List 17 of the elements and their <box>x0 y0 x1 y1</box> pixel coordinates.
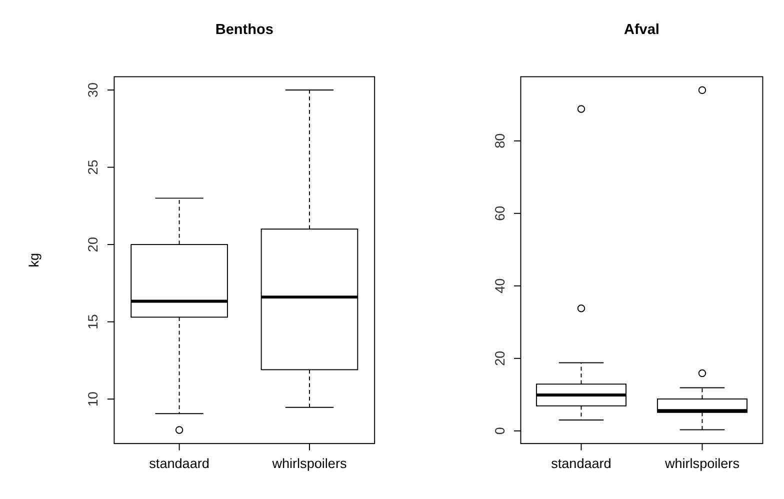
y-tick-label: 60 <box>492 206 508 221</box>
y-axis-title: kg <box>26 252 42 268</box>
x-tick-label: standaard <box>149 456 210 471</box>
x-tick-label: standaard <box>551 456 612 471</box>
x-tick-label: whirlspoilers <box>271 456 347 471</box>
y-tick-label: 30 <box>86 82 101 98</box>
y-tick-label: 25 <box>86 160 101 175</box>
chart-title: Afval <box>624 22 660 38</box>
x-tick-label: whirlspoilers <box>664 456 740 471</box>
y-tick-label: 20 <box>86 237 101 252</box>
y-tick-label: 10 <box>86 392 101 407</box>
y-tick-label: 0 <box>492 427 508 435</box>
y-tick-label: 20 <box>492 350 508 366</box>
y-tick-label: 15 <box>86 314 101 330</box>
y-tick-label: 80 <box>492 133 508 148</box>
y-tick-label: 40 <box>492 278 508 294</box>
chart-title: Benthos <box>215 22 274 38</box>
